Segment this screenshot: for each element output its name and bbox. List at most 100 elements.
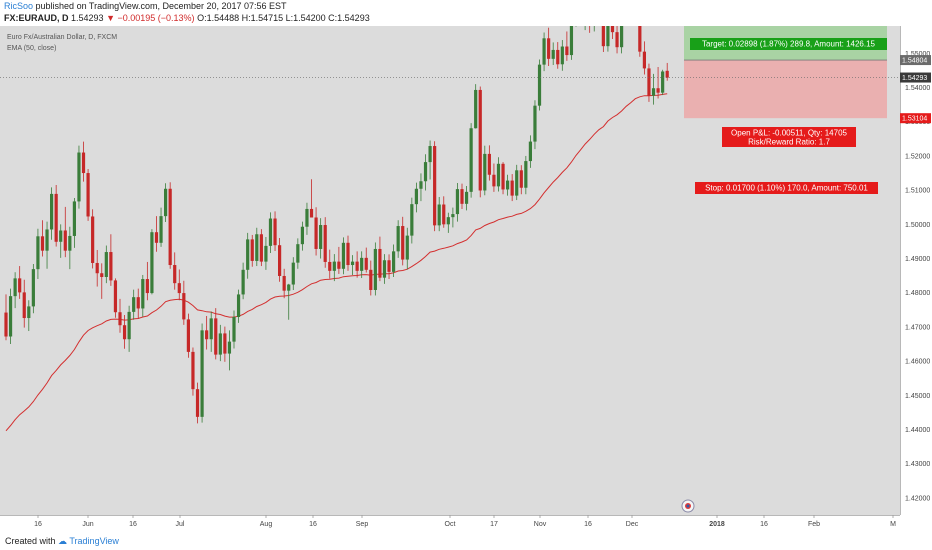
candle[interactable]: [661, 69, 665, 96]
candle[interactable]: [54, 185, 58, 247]
candle[interactable]: [218, 324, 222, 362]
candle[interactable]: [373, 242, 377, 296]
candle[interactable]: [27, 300, 31, 332]
candle[interactable]: [291, 257, 295, 290]
candle[interactable]: [638, 26, 642, 57]
candle[interactable]: [378, 236, 382, 282]
candle[interactable]: [259, 229, 263, 267]
candle[interactable]: [214, 308, 218, 360]
candle[interactable]: [72, 198, 76, 248]
candle[interactable]: [478, 86, 482, 198]
candle[interactable]: [91, 209, 95, 269]
candle[interactable]: [496, 157, 501, 192]
candle[interactable]: [13, 272, 17, 309]
candle[interactable]: [547, 27, 551, 67]
candle[interactable]: [227, 330, 232, 371]
candle[interactable]: [36, 228, 40, 280]
candle[interactable]: [278, 238, 282, 282]
stop-info-box[interactable]: Stop: 0.01700 (1.10%) 170.0, Amount: 750…: [695, 182, 878, 194]
candle[interactable]: [474, 84, 478, 129]
candle[interactable]: [314, 207, 318, 256]
candle[interactable]: [647, 63, 651, 102]
candle[interactable]: [364, 247, 368, 273]
candle[interactable]: [287, 283, 291, 320]
candle[interactable]: [620, 26, 624, 54]
event-marker-icon[interactable]: [681, 499, 695, 513]
candle[interactable]: [565, 31, 569, 61]
candle[interactable]: [433, 141, 437, 232]
candle[interactable]: [355, 251, 359, 278]
candle[interactable]: [63, 206, 67, 258]
candle[interactable]: [588, 26, 591, 33]
candle[interactable]: [141, 274, 145, 317]
stop-zone[interactable]: [684, 60, 887, 119]
target-info-box[interactable]: Target: 0.02898 (1.87%) 289.8, Amount: 1…: [690, 38, 887, 50]
candle[interactable]: [501, 162, 505, 195]
candle[interactable]: [150, 229, 154, 295]
candle[interactable]: [524, 155, 528, 195]
candle[interactable]: [651, 73, 656, 105]
candle[interactable]: [656, 67, 660, 99]
candle[interactable]: [168, 182, 172, 269]
candle[interactable]: [542, 32, 546, 72]
candle[interactable]: [460, 183, 464, 209]
candle[interactable]: [492, 163, 496, 192]
candle[interactable]: [122, 314, 127, 349]
candle[interactable]: [464, 186, 469, 211]
candle[interactable]: [118, 298, 122, 333]
candle[interactable]: [22, 279, 26, 328]
candle[interactable]: [31, 264, 35, 314]
candle[interactable]: [515, 164, 519, 201]
candle[interactable]: [109, 234, 113, 286]
candle[interactable]: [528, 135, 532, 168]
ema-line[interactable]: [5, 93, 668, 432]
candle[interactable]: [18, 266, 22, 299]
candle[interactable]: [387, 254, 391, 280]
candle[interactable]: [246, 232, 250, 279]
tradingview-logo[interactable]: TradingView: [69, 536, 119, 546]
candle[interactable]: [593, 26, 596, 32]
candle[interactable]: [300, 221, 304, 251]
candle[interactable]: [401, 216, 405, 266]
candle[interactable]: [273, 211, 277, 252]
candle[interactable]: [104, 245, 108, 284]
candle[interactable]: [8, 288, 13, 345]
candle[interactable]: [68, 226, 72, 270]
candle[interactable]: [551, 42, 555, 65]
candle[interactable]: [601, 26, 605, 52]
price-chart[interactable]: 1.550001.540001.530001.520001.510001.500…: [0, 26, 932, 532]
candle[interactable]: [145, 261, 149, 301]
candle[interactable]: [255, 227, 259, 267]
candle[interactable]: [319, 218, 323, 259]
candle[interactable]: [40, 220, 45, 257]
candle[interactable]: [533, 100, 537, 150]
candle[interactable]: [556, 42, 560, 69]
candle[interactable]: [665, 62, 669, 81]
candle[interactable]: [506, 174, 510, 196]
candle[interactable]: [392, 244, 396, 277]
candle[interactable]: [610, 26, 615, 39]
candle[interactable]: [382, 254, 387, 284]
candle[interactable]: [195, 382, 200, 424]
candle[interactable]: [205, 315, 209, 350]
candle[interactable]: [615, 26, 619, 54]
candle[interactable]: [136, 288, 140, 319]
candle[interactable]: [642, 41, 646, 75]
candle[interactable]: [328, 249, 332, 279]
candle[interactable]: [81, 141, 86, 182]
candle[interactable]: [50, 187, 54, 240]
candle[interactable]: [100, 263, 104, 299]
candle[interactable]: [483, 145, 487, 196]
open-pnl-box[interactable]: Open P&L: -0.00511, Qty: 14705Risk/Rewar…: [722, 127, 856, 147]
candle[interactable]: [419, 173, 423, 202]
candle[interactable]: [236, 289, 241, 323]
candle[interactable]: [396, 220, 400, 258]
candle[interactable]: [446, 212, 450, 233]
candle[interactable]: [264, 236, 268, 270]
candle[interactable]: [232, 310, 236, 349]
candle[interactable]: [86, 168, 90, 221]
candle[interactable]: [410, 197, 414, 244]
candle[interactable]: [191, 347, 195, 396]
candle[interactable]: [296, 238, 300, 269]
candle[interactable]: [223, 326, 227, 362]
